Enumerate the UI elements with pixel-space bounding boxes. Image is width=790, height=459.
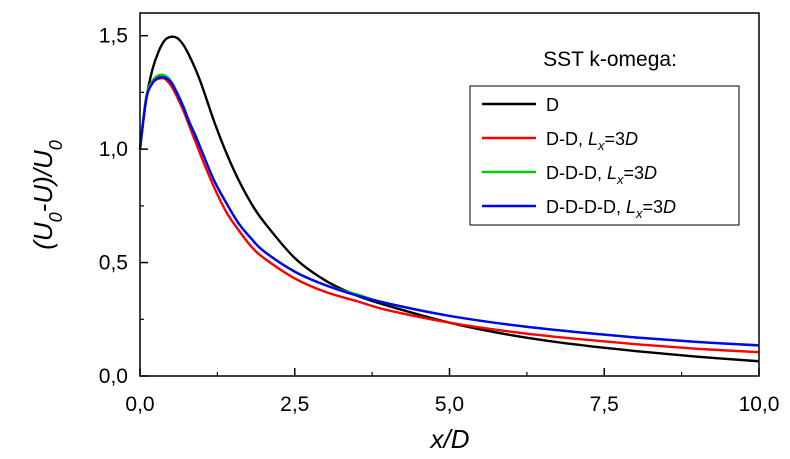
- series-curves: [138, 35, 760, 363]
- series-line-3: [138, 75, 760, 347]
- axis-ticks: [139, 34, 760, 377]
- x-tick-label: 7,5: [590, 393, 619, 416]
- legend: D D-D, Lx=3D D-D-D, Lx=3D D-D-D-D, Lx=3D: [469, 85, 740, 226]
- series-line-0: [138, 35, 760, 363]
- legend-box: [469, 85, 740, 226]
- x-tick-label: 2,5: [280, 393, 309, 416]
- axis-tick-labels: 0,0 2,5 5,0 7,5 10,0 0,0 0,5 1,0 1,5: [99, 25, 780, 416]
- x-tick-label: 0,0: [125, 393, 154, 416]
- y-tick-label: 1,5: [99, 25, 128, 48]
- y-axis-title-part2: -U)/U: [28, 150, 58, 212]
- y-tick-label: 0,5: [99, 252, 128, 275]
- x-axis-title-text: x/D: [429, 424, 470, 454]
- y-tick-label: 1,0: [99, 138, 128, 161]
- x-tick-label: 5,0: [435, 393, 464, 416]
- y-axis-title: (U0-U)/U0: [28, 140, 66, 250]
- x-axis-title: x/D: [429, 424, 470, 454]
- legend-title: SST k-omega:: [543, 48, 677, 71]
- legend-entries: D D-D, Lx=3D D-D-D, Lx=3D D-D-D-D, Lx=3D: [482, 95, 676, 221]
- y-axis-title-part1: (U: [28, 222, 58, 250]
- y-tick-label: 0,0: [99, 365, 128, 388]
- y-axis-title-sub1: 0: [46, 212, 66, 222]
- legend-label-2: D-D-D, Lx=3D: [546, 163, 657, 187]
- legend-label-0: D: [546, 95, 559, 115]
- y-axis-title-sub2: 0: [46, 140, 66, 150]
- legend-label-3: D-D-D-D, Lx=3D: [546, 197, 676, 221]
- legend-label-1: D-D, Lx=3D: [546, 129, 638, 153]
- x-tick-label: 10,0: [739, 393, 780, 416]
